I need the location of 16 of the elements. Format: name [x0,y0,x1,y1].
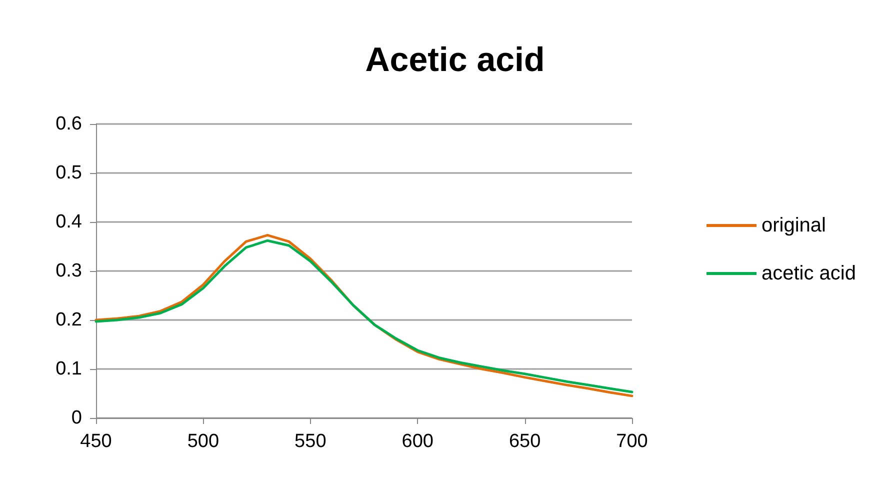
y-tick-label: 0.6 [56,114,82,134]
x-tick-label: 550 [294,431,326,452]
y-tick-label: 0 [71,408,82,428]
x-tick-label: 600 [402,431,434,452]
y-tick-label: 0.1 [56,358,82,380]
x-tick-label: 650 [508,431,541,452]
chart-title: Acetic acid [365,41,545,79]
x-tick-label: 500 [187,431,220,452]
legend-label: original [762,214,826,236]
y-tick-label: 0.3 [56,260,82,282]
y-tick-label: 0.5 [56,162,82,184]
x-tick-label: 450 [80,431,112,452]
legend-label: acetic acid [762,262,856,284]
x-tick-label: 700 [616,431,648,452]
y-tick-label: 0.4 [56,212,82,232]
y-tick-label: 0.2 [56,310,82,330]
